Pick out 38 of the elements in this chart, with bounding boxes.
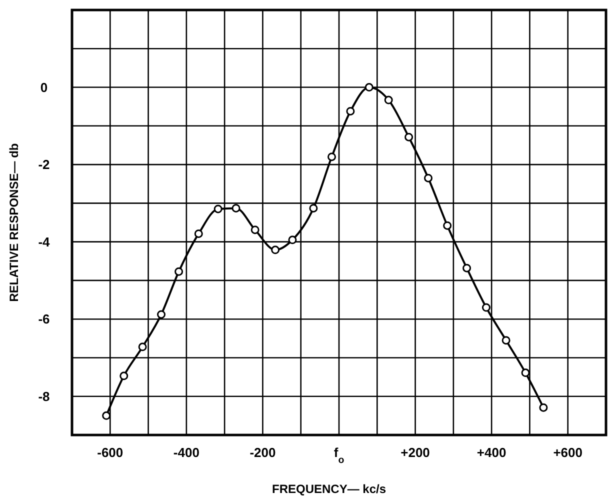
point [462, 264, 472, 272]
point [443, 221, 452, 230]
point [539, 403, 548, 412]
point [309, 204, 318, 212]
point [194, 229, 203, 238]
point [214, 204, 222, 214]
point [364, 83, 374, 92]
y-tick-label: -6 [38, 312, 50, 327]
x-tick-label: f$_{o}$ [334, 445, 344, 466]
text: +400 [476, 445, 506, 460]
point [120, 372, 128, 380]
x-axis-title: FREQUENCY— kc/s [272, 482, 386, 496]
point [102, 411, 111, 420]
point [384, 96, 393, 104]
x-tick-label: -600 [97, 445, 124, 460]
point [482, 303, 490, 312]
point [328, 152, 336, 162]
text: +600 [553, 445, 583, 460]
y-tick-label: -4 [38, 234, 51, 250]
point [232, 204, 240, 212]
point [250, 226, 260, 234]
x-tick-label: -200 [250, 445, 276, 460]
point [502, 336, 510, 345]
point [271, 246, 280, 254]
point [521, 368, 530, 378]
point [404, 132, 414, 142]
point [424, 174, 433, 182]
point [288, 236, 297, 244]
point [138, 342, 147, 352]
point [346, 106, 355, 116]
y-tick-label: -8 [38, 388, 50, 404]
y-axis-title: RELATIVE RESPONSE— db [7, 143, 21, 302]
point [174, 267, 184, 276]
y-tick-label: -2 [38, 157, 50, 172]
x-tick-label: -400 [173, 445, 200, 460]
point [157, 310, 166, 319]
y-tick-label: 0 [40, 80, 48, 95]
text: +200 [400, 445, 430, 460]
